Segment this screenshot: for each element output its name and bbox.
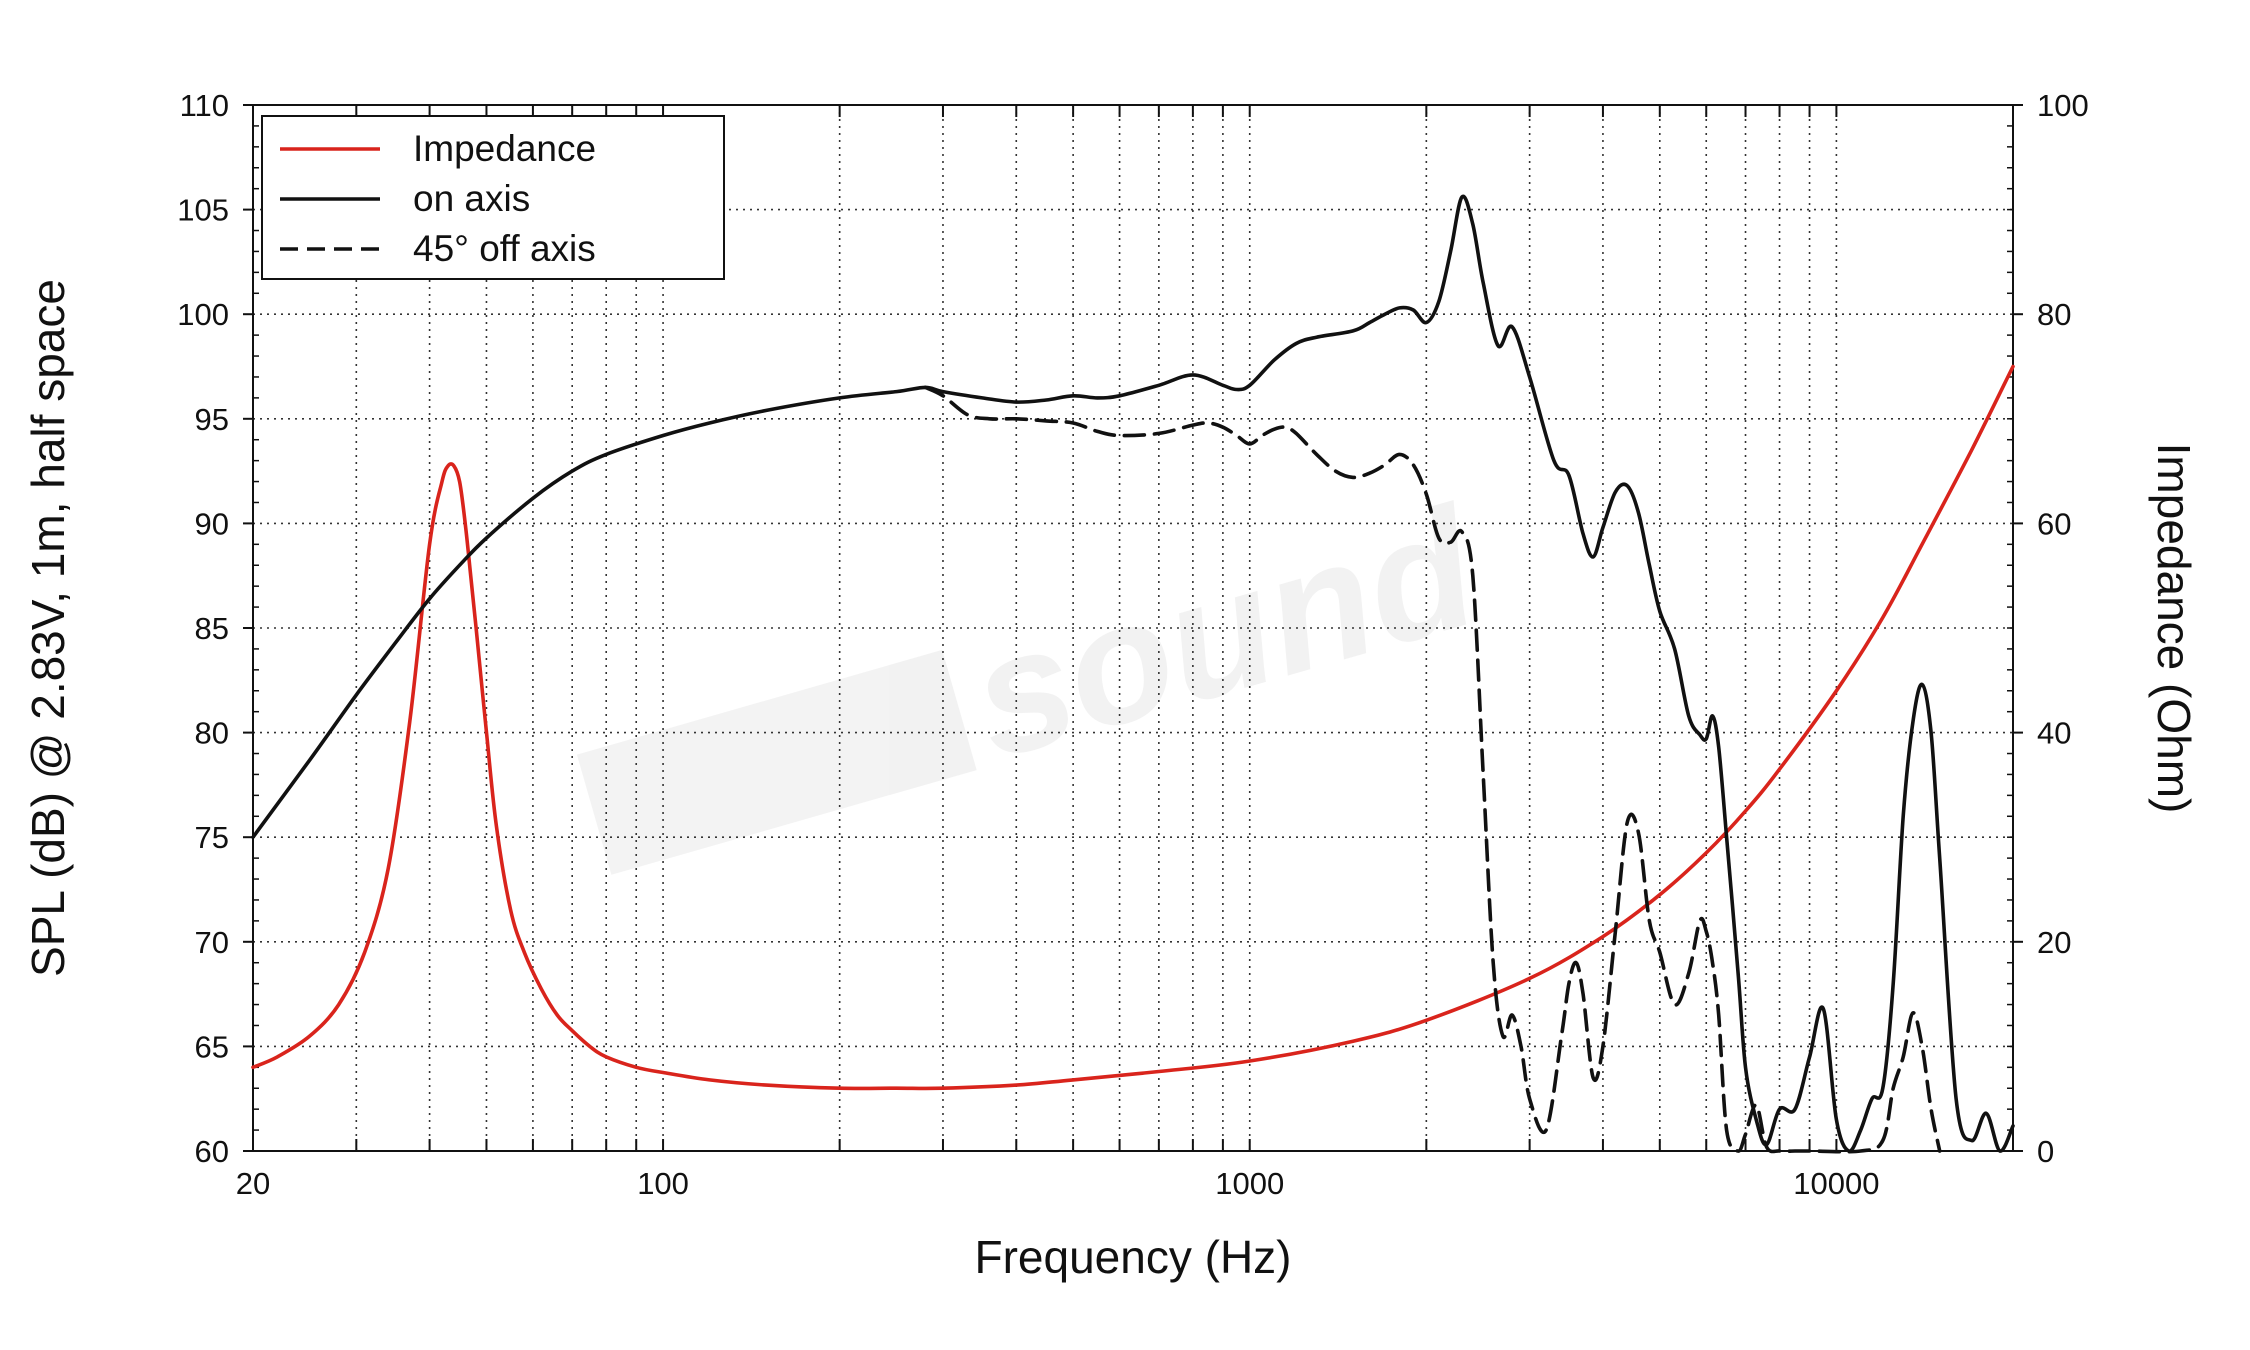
legend-label-on-axis: on axis: [413, 178, 530, 219]
y-tick-label: 60: [195, 1134, 229, 1169]
y-axis-title: SPL (dB) @ 2.83V, 1m, half space: [22, 279, 74, 977]
y2-tick-label: 100: [2037, 88, 2089, 123]
axis-tick-labels: 60 65 70 75 80 85 90 95 100 105 110 0 20 40 60 80 100 20 1…: [177, 88, 2088, 1201]
x-tick-label: 1000: [1215, 1166, 1284, 1201]
impedance-curve: [251, 364, 2015, 1091]
y-tick-label: 80: [195, 716, 229, 751]
y2-tick-label: 0: [2037, 1134, 2054, 1169]
legend: Impedance on axis 45° off axis: [261, 115, 725, 280]
y-tick-label: 65: [195, 1029, 229, 1064]
legend-label-impedance: Impedance: [413, 128, 596, 169]
y-tick-label: 85: [195, 611, 229, 646]
y-tick-label: 110: [180, 88, 229, 123]
series-layer: [251, 194, 2015, 1154]
y2-tick-label: 80: [2037, 297, 2071, 332]
off-axis-curve: [923, 385, 1942, 1154]
y-tick-label: 105: [177, 193, 229, 228]
x-tick-label: 10000: [1793, 1166, 1879, 1201]
y-tick-label: 90: [195, 506, 229, 541]
x-tick-label: 20: [236, 1166, 270, 1201]
on-axis-curve: [251, 194, 2015, 1153]
y-tick-label: 70: [195, 925, 229, 960]
axis-ticks: [243, 104, 2023, 1152]
y-tick-label: 75: [195, 820, 229, 855]
y-tick-label: 95: [195, 402, 229, 437]
legend-label-off-axis: 45° off axis: [413, 228, 596, 269]
y2-tick-label: 40: [2037, 716, 2071, 751]
y-tick-label: 100: [177, 297, 229, 332]
y2-tick-label: 60: [2037, 506, 2071, 541]
y2-tick-label: 20: [2037, 925, 2071, 960]
x-axis-title: Frequency (Hz): [975, 1231, 1292, 1283]
watermark-logo-block: [576, 649, 977, 875]
y2-axis-title: Impedance (Ohm): [2148, 443, 2200, 814]
x-tick-label: 100: [637, 1166, 689, 1201]
